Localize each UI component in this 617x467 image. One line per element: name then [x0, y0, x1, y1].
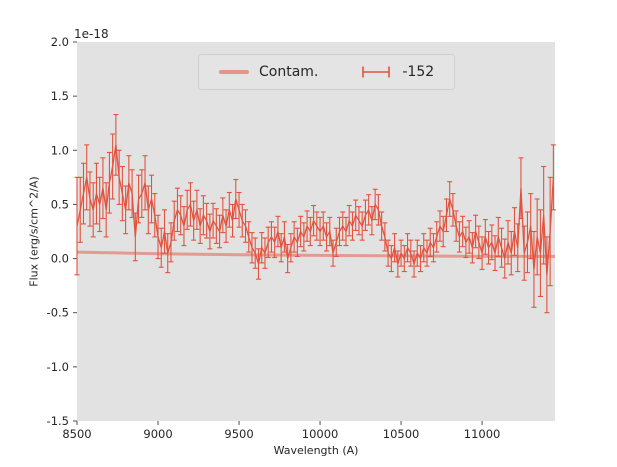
svg-text:-0.5: -0.5	[47, 306, 69, 320]
svg-text:2.0: 2.0	[51, 35, 69, 49]
axis-offset-text: 1e-18	[74, 27, 109, 41]
contam-line-swatch	[219, 70, 249, 74]
x-axis-label: Wavelength (A)	[273, 444, 359, 457]
svg-text:0.0: 0.0	[51, 252, 69, 266]
legend: Contam. -152	[198, 54, 456, 90]
y-axis-label: Flux (erg/s/cm^2/A)	[27, 176, 41, 287]
svg-text:1.0: 1.0	[51, 143, 69, 157]
y-axis-ticks: -1.5 -1.0 -0.5 0.0 0.5 1.0 1.5 2.0	[47, 35, 77, 428]
svg-text:0.5: 0.5	[51, 197, 69, 211]
svg-text:1.5: 1.5	[51, 89, 69, 103]
legend-label-spectrum: -152	[402, 64, 435, 80]
spectrum-line	[76, 144, 555, 275]
errorbar-swatch-icon	[362, 66, 391, 78]
svg-text:9000: 9000	[143, 427, 172, 441]
legend-item-contam: Contam.	[219, 64, 318, 80]
svg-text:11000: 11000	[464, 427, 501, 441]
svg-text:8500: 8500	[62, 427, 91, 441]
svg-text:9500: 9500	[224, 427, 253, 441]
x-axis-ticks: 8500 9000 9500 10000 10500 11000	[62, 421, 500, 441]
svg-text:-1.5: -1.5	[47, 414, 69, 428]
legend-item-spectrum: -152	[360, 64, 434, 80]
legend-label-contam: Contam.	[259, 64, 319, 80]
svg-text:-1.0: -1.0	[47, 360, 69, 374]
svg-text:10500: 10500	[383, 427, 420, 441]
svg-text:10000: 10000	[302, 427, 339, 441]
